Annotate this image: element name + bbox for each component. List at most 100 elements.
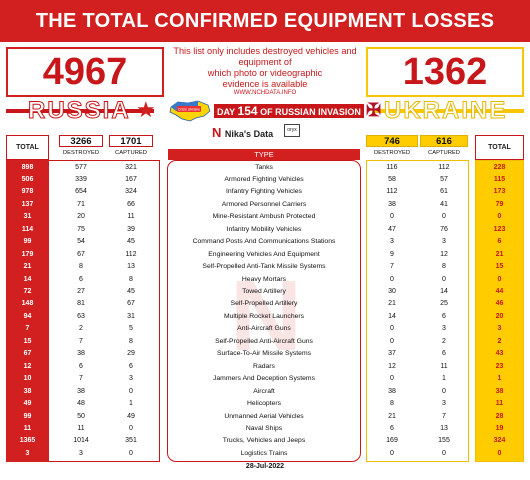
ukraine-captured-cell: 25 <box>440 300 448 308</box>
ukraine-destroyed-cell: 3 <box>390 238 394 246</box>
russia-captured-cell: 324 <box>125 188 137 196</box>
table-row: 137 71 66 Armored Personnel Carriers 38 41 79 <box>0 199 530 211</box>
table-row: 898 577 321 Tanks 116 112 228 <box>0 162 530 174</box>
ukraine-captured-sum: 616 <box>420 135 468 147</box>
russia-total-cell: 94 <box>23 312 32 320</box>
russia-total-cell: 898 <box>21 163 34 171</box>
russia-destroyed-cell: 2 <box>79 325 83 333</box>
russia-destroyed-cell: 67 <box>77 250 85 258</box>
russia-total-cell: 1365 <box>19 437 36 445</box>
russia-total-cell: 7 <box>25 325 30 333</box>
oryx-logo: oryx <box>284 124 300 137</box>
note-line: which photo or videographic <box>207 68 323 78</box>
russia-captured-cell: 13 <box>127 263 135 271</box>
map-caption: Crisis Ukraine <box>178 108 200 112</box>
russia-total-header: TOTAL <box>6 135 49 160</box>
equipment-type-cell: Naval Ships <box>245 424 283 432</box>
russia-total-cell: 114 <box>21 225 34 233</box>
table-row: 506 339 167 Armored Fighting Vehicles 58 57 11… <box>0 174 530 186</box>
trident-icon: ✠ <box>366 100 382 120</box>
russia-captured-sum: 1701 <box>109 135 153 147</box>
russia-total-cell: 137 <box>21 200 34 208</box>
table-row: 10 7 3 Jammers And Deception Systems 0 1 1 <box>0 373 530 385</box>
ukraine-captured-cell: 3 <box>442 325 446 333</box>
russia-destroyed-cell: 50 <box>77 412 85 420</box>
ukraine-total-cell: 324 <box>493 437 506 445</box>
table-row: 38 38 0 Aircraft 38 0 38 <box>0 386 530 398</box>
russia-destroyed-cell: 75 <box>77 225 85 233</box>
ukraine-captured-cell: 57 <box>440 175 448 183</box>
russia-captured-cell: 8 <box>129 275 133 283</box>
table-row: 978 654 324 Infantry Fighting Vehicles 112 61… <box>0 186 530 198</box>
equipment-type-cell: Towed Artillery <box>242 288 286 295</box>
russia-destroyed-cell: 7 <box>79 337 83 345</box>
ukraine-panel <box>366 160 469 462</box>
note-line: equipment of <box>238 57 292 67</box>
ukraine-captured-cell: 12 <box>440 250 448 258</box>
russia-destroyed-cell: 81 <box>77 300 85 308</box>
table-row: 94 63 31 Multiple Rocket Launchers 14 6 20 <box>0 311 530 323</box>
ukraine-destroyed-cell: 0 <box>390 449 394 457</box>
ukraine-total-cell: 28 <box>495 412 504 420</box>
russia-destroyed-cell: 6 <box>79 275 83 283</box>
ukraine-destroyed-cell: 14 <box>388 312 396 320</box>
russia-total-cell: 3 <box>25 449 30 457</box>
ukraine-label: UKRAINE <box>383 97 508 124</box>
ukraine-total-cell: 21 <box>495 250 504 258</box>
russia-total-cell: 31 <box>23 213 32 221</box>
russia-destroyed-cell: 577 <box>75 163 87 171</box>
russia-total-cell: 14 <box>23 275 32 283</box>
equipment-type-cell: Anti-Aircraft Guns <box>237 325 291 333</box>
equipment-type-cell: Aircraft <box>253 387 275 395</box>
ukraine-captured-cell: 112 <box>438 163 450 171</box>
ukraine-destroyed-sum: 746 <box>366 135 418 147</box>
ukraine-captured-cell: 0 <box>442 275 446 283</box>
ukraine-captured-cell: 155 <box>438 437 450 445</box>
star-icon: ★ <box>136 97 156 122</box>
ukraine-map-icon: Crisis Ukraine <box>169 100 211 122</box>
table-row: 31 20 11 Mine-Resistant Ambush Protected 0 0 0 <box>0 211 530 223</box>
ukraine-total-cell: 46 <box>495 300 504 308</box>
russia-captured-cell: 45 <box>127 288 135 295</box>
russia-captured-cell: 351 <box>125 437 137 445</box>
table-row: 72 27 45 Towed Artillery 30 14 44 <box>0 286 530 298</box>
russia-total-losses: 4967 <box>6 47 164 97</box>
ukraine-captured-cell: 3 <box>442 238 446 246</box>
russia-destroyed-cell: 38 <box>77 350 85 358</box>
russia-total-cell: 21 <box>23 263 32 271</box>
ukraine-destroyed-cell: 21 <box>388 412 396 420</box>
ukraine-destroyed-cell: 30 <box>388 288 396 295</box>
ukraine-destroyed-cell: 116 <box>386 163 398 171</box>
ukraine-destroyed-cell: 0 <box>390 213 394 221</box>
ukraine-captured-cell: 1 <box>442 375 446 383</box>
type-panel <box>167 160 361 462</box>
russia-destroyed-sum: 3266 <box>59 135 103 147</box>
russia-captured-cell: 67 <box>127 300 135 308</box>
ukraine-captured-cell: 6 <box>442 312 446 320</box>
equipment-type-cell: Self-Propelled Artillery <box>230 300 298 308</box>
table-row: 179 67 112 Engineering Vehicles And Equipme… <box>0 249 530 261</box>
ukraine-destroyed-cell: 169 <box>386 437 398 445</box>
ukraine-total-losses: 1362 <box>366 47 524 97</box>
ukraine-destroyed-cell: 12 <box>388 362 396 370</box>
ukraine-captured-cell: 0 <box>442 449 446 457</box>
ukraine-destroyed-cell: 0 <box>390 275 394 283</box>
ukraine-captured-cell: 7 <box>442 412 446 420</box>
table-row: 114 75 39 Infantry Mobility Vehicles 47 76 123 <box>0 224 530 236</box>
ukraine-destroyed-cell: 9 <box>390 250 394 258</box>
note-line: This list only includes destroyed vehicl… <box>173 46 357 56</box>
table-row: 3 3 0 Logistics Trains 0 0 0 <box>0 448 530 460</box>
russia-destroyed-cell: 71 <box>77 200 85 208</box>
russia-destroyed-cell: 27 <box>77 288 85 295</box>
ukraine-total-cell: 43 <box>495 350 504 358</box>
equipment-type-cell: Surface-To-Air Missile Systems <box>216 350 312 358</box>
ukraine-destroyed-cell: 0 <box>390 375 394 383</box>
russia-destroyed-cell: 11 <box>77 424 85 432</box>
ukraine-total-cell: 228 <box>493 163 506 171</box>
ukraine-total-cell: 79 <box>495 200 504 208</box>
russia-destroyed-cell: 48 <box>77 400 85 408</box>
russia-destroyed-cell: 38 <box>77 387 85 395</box>
equipment-type-cell: Self-Propelled Anti-Aircraft Guns <box>215 337 313 345</box>
ukraine-total-cell: 0 <box>497 213 502 221</box>
table-row: 11 11 0 Naval Ships 6 13 19 <box>0 423 530 435</box>
